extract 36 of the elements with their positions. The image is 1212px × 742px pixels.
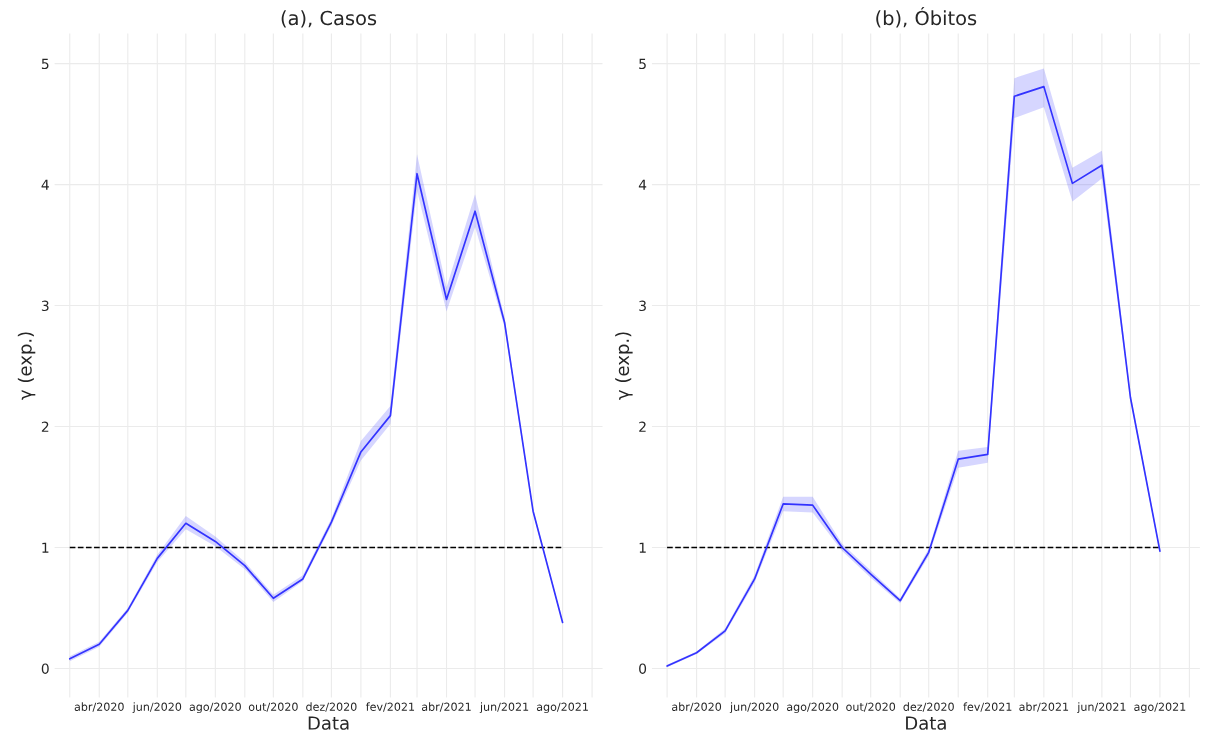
y-tick-label: 0 <box>41 663 49 674</box>
x-tick-label: ago/2020 <box>189 702 241 714</box>
chart-title: (b), Óbitos <box>876 7 977 28</box>
y-tick-label: 5 <box>41 58 49 70</box>
y-axis-title: γ (exp.) <box>17 332 36 400</box>
x-tick-label: out/2020 <box>846 702 896 712</box>
y-tick-label: 2 <box>639 421 646 432</box>
x-tick-label: abr/2020 <box>74 702 124 712</box>
y-tick-label: 3 <box>41 300 49 312</box>
chart-title: (a), Casos <box>281 10 377 28</box>
x-tick-label: ago/2021 <box>1134 702 1186 714</box>
y-tick-label: 4 <box>41 179 49 190</box>
x-tick-label: abr/2021 <box>421 702 471 712</box>
x-tick-label: fev/2021 <box>365 702 415 712</box>
y-tick-label: 2 <box>41 421 49 432</box>
x-axis-title: Data <box>906 716 946 730</box>
x-tick-label: abr/2020 <box>672 702 722 712</box>
y-tick-label: 5 <box>639 58 646 70</box>
x-tick-label: fev/2021 <box>963 702 1012 712</box>
y-tick-label: 3 <box>639 300 646 312</box>
x-tick-label: jun/2021 <box>479 702 529 714</box>
x-tick-label: out/2020 <box>248 702 298 712</box>
x-tick-label: jun/2021 <box>1077 702 1126 714</box>
x-tick-label: jun/2020 <box>729 702 779 714</box>
x-tick-label: ago/2020 <box>786 702 839 714</box>
x-tick-label: ago/2021 <box>536 702 588 714</box>
y-tick-label: 1 <box>42 542 49 553</box>
x-tick-label: dez/2020 <box>306 702 357 712</box>
y-tick-label: 0 <box>639 663 647 674</box>
y-axis-title: γ (exp.) <box>615 332 633 400</box>
y-tick-label: 1 <box>639 542 646 553</box>
y-tick-label: 4 <box>638 179 647 190</box>
x-tick-label: dez/2020 <box>903 702 954 712</box>
x-tick-label: jun/2020 <box>132 702 182 714</box>
x-axis-title: Data <box>308 716 349 730</box>
x-tick-label: abr/2021 <box>1019 702 1069 712</box>
